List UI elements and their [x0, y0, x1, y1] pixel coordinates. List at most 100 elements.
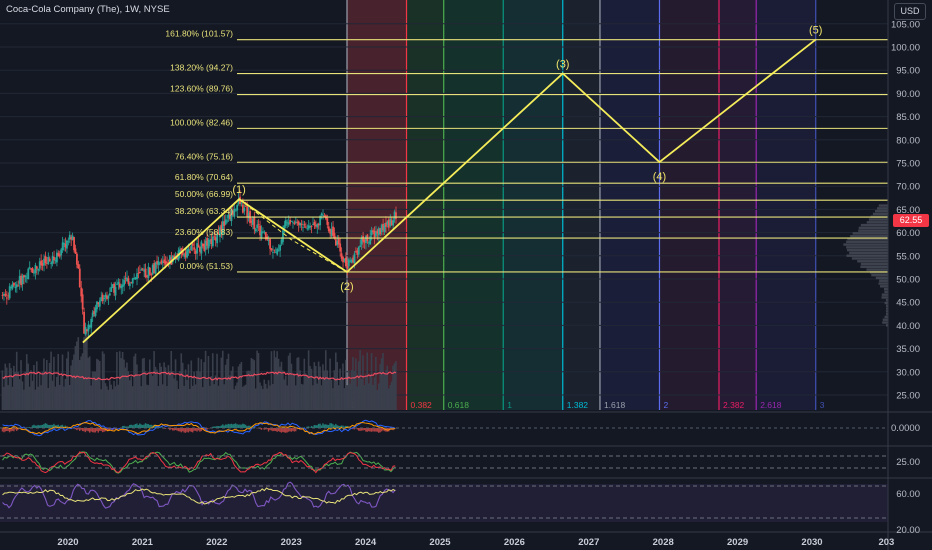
- macd-histogram-bar: [373, 428, 376, 432]
- macd-histogram-bar: [100, 428, 102, 431]
- candle-body: [300, 223, 303, 225]
- macd-histogram-bar: [96, 428, 98, 431]
- candle-body: [78, 268, 81, 288]
- candle-body: [390, 220, 393, 225]
- macd-histogram-bar: [76, 428, 78, 431]
- candle-body: [44, 256, 47, 264]
- candle-body: [289, 220, 292, 224]
- macd-histogram-bar: [336, 425, 338, 428]
- time-zone-band: [599, 0, 660, 410]
- candle-body: [183, 254, 186, 257]
- volume-bar: [337, 385, 340, 410]
- volume-bar: [37, 386, 39, 410]
- macd-histogram-bar: [276, 428, 278, 432]
- volume-bar: [223, 384, 225, 410]
- candle-body: [1, 295, 4, 296]
- macd-histogram-bar: [303, 427, 306, 428]
- macd-histogram-bar: [101, 428, 104, 433]
- macd-histogram-bar: [60, 425, 62, 428]
- volume-bar: [306, 374, 308, 410]
- macd-histogram-bar: [174, 428, 177, 431]
- candle-body: [273, 249, 276, 251]
- candle-body: [45, 263, 48, 264]
- macd-histogram-bar: [129, 424, 131, 428]
- macd-histogram-bar: [141, 424, 144, 428]
- volume-bar: [290, 363, 293, 410]
- volume-bar: [190, 360, 193, 410]
- volume-bar: [365, 375, 367, 410]
- volume-bar: [201, 387, 204, 410]
- volume-bar: [179, 370, 181, 410]
- pane-tick-label: 60.00: [896, 489, 920, 500]
- volume-bar: [294, 385, 297, 410]
- volume-bar: [173, 378, 175, 410]
- volume-bar: [180, 353, 183, 410]
- macd-histogram-bar: [273, 428, 275, 431]
- candle-body: [280, 239, 283, 244]
- volume-bar: [18, 379, 21, 410]
- candle-body: [320, 213, 323, 216]
- macd-histogram-bar: [286, 428, 288, 433]
- macd-histogram-bar: [369, 428, 371, 432]
- volume-bar: [160, 366, 163, 410]
- candle-body: [15, 284, 18, 288]
- elliott-wave-layer[interactable]: (1) (2) (3) (4) (5): [82, 25, 823, 344]
- volume-bar: [387, 388, 390, 410]
- volume-bar: [380, 358, 383, 410]
- volume-bar: [230, 370, 233, 410]
- volume-bar: [146, 384, 148, 410]
- candle-body: [360, 237, 363, 245]
- currency-button[interactable]: USD: [894, 3, 926, 20]
- volume-bar: [57, 353, 60, 410]
- candle-body: [106, 295, 108, 300]
- candle-body: [333, 233, 336, 239]
- candle-body: [128, 283, 131, 287]
- macd-histogram-bar: [78, 428, 81, 431]
- candle-body: [190, 245, 193, 251]
- macd-histogram-bar: [189, 428, 191, 432]
- macd-histogram-bar: [11, 428, 14, 431]
- volume-bar: [71, 359, 74, 410]
- candle-body: [313, 222, 316, 226]
- macd-histogram-bar: [295, 428, 297, 432]
- macd-histogram-bar: [130, 424, 132, 428]
- macd-histogram-bar: [270, 428, 273, 431]
- candle-body: [213, 236, 216, 238]
- candle-body: [350, 259, 353, 263]
- candle-body: [48, 258, 51, 262]
- candle-body: [263, 231, 266, 233]
- candle-body: [114, 286, 117, 296]
- macd-histogram-bar: [287, 428, 290, 432]
- price-tick-label: 90.00: [896, 89, 920, 100]
- candle-body: [284, 220, 287, 226]
- candle-body: [23, 275, 25, 278]
- volume-profile-bar: [885, 310, 888, 313]
- volume-bar: [330, 379, 333, 410]
- macd-histogram-bar: [353, 428, 356, 430]
- volume-profile-bar: [885, 299, 888, 302]
- volume-bar: [27, 363, 29, 410]
- price-tick-label: 105.00: [891, 19, 920, 30]
- fib-level-label: 161.80% (101.57): [165, 29, 233, 39]
- candle-body: [200, 241, 203, 254]
- candle-body: [302, 226, 304, 228]
- candle-body: [332, 226, 334, 236]
- volume-bar: [379, 364, 381, 410]
- volume-ma-line: [2, 371, 397, 381]
- time-zone-band: [347, 0, 407, 410]
- candle-body: [8, 286, 11, 299]
- macd-histogram-bar: [40, 425, 42, 428]
- macd-histogram-bar: [320, 425, 323, 428]
- volume-profile-bar: [878, 204, 888, 207]
- macd-histogram-bar: [81, 428, 84, 432]
- volume-bar: [334, 352, 337, 410]
- macd-histogram-bar: [356, 428, 358, 430]
- candle-body: [27, 268, 30, 280]
- macd-histogram-bar: [36, 425, 38, 428]
- fib-level-label: 61.80% (70.64): [175, 172, 233, 182]
- volume-bar: [197, 357, 200, 410]
- volume-bar: [340, 379, 343, 410]
- macd-histogram-bar: [244, 424, 247, 428]
